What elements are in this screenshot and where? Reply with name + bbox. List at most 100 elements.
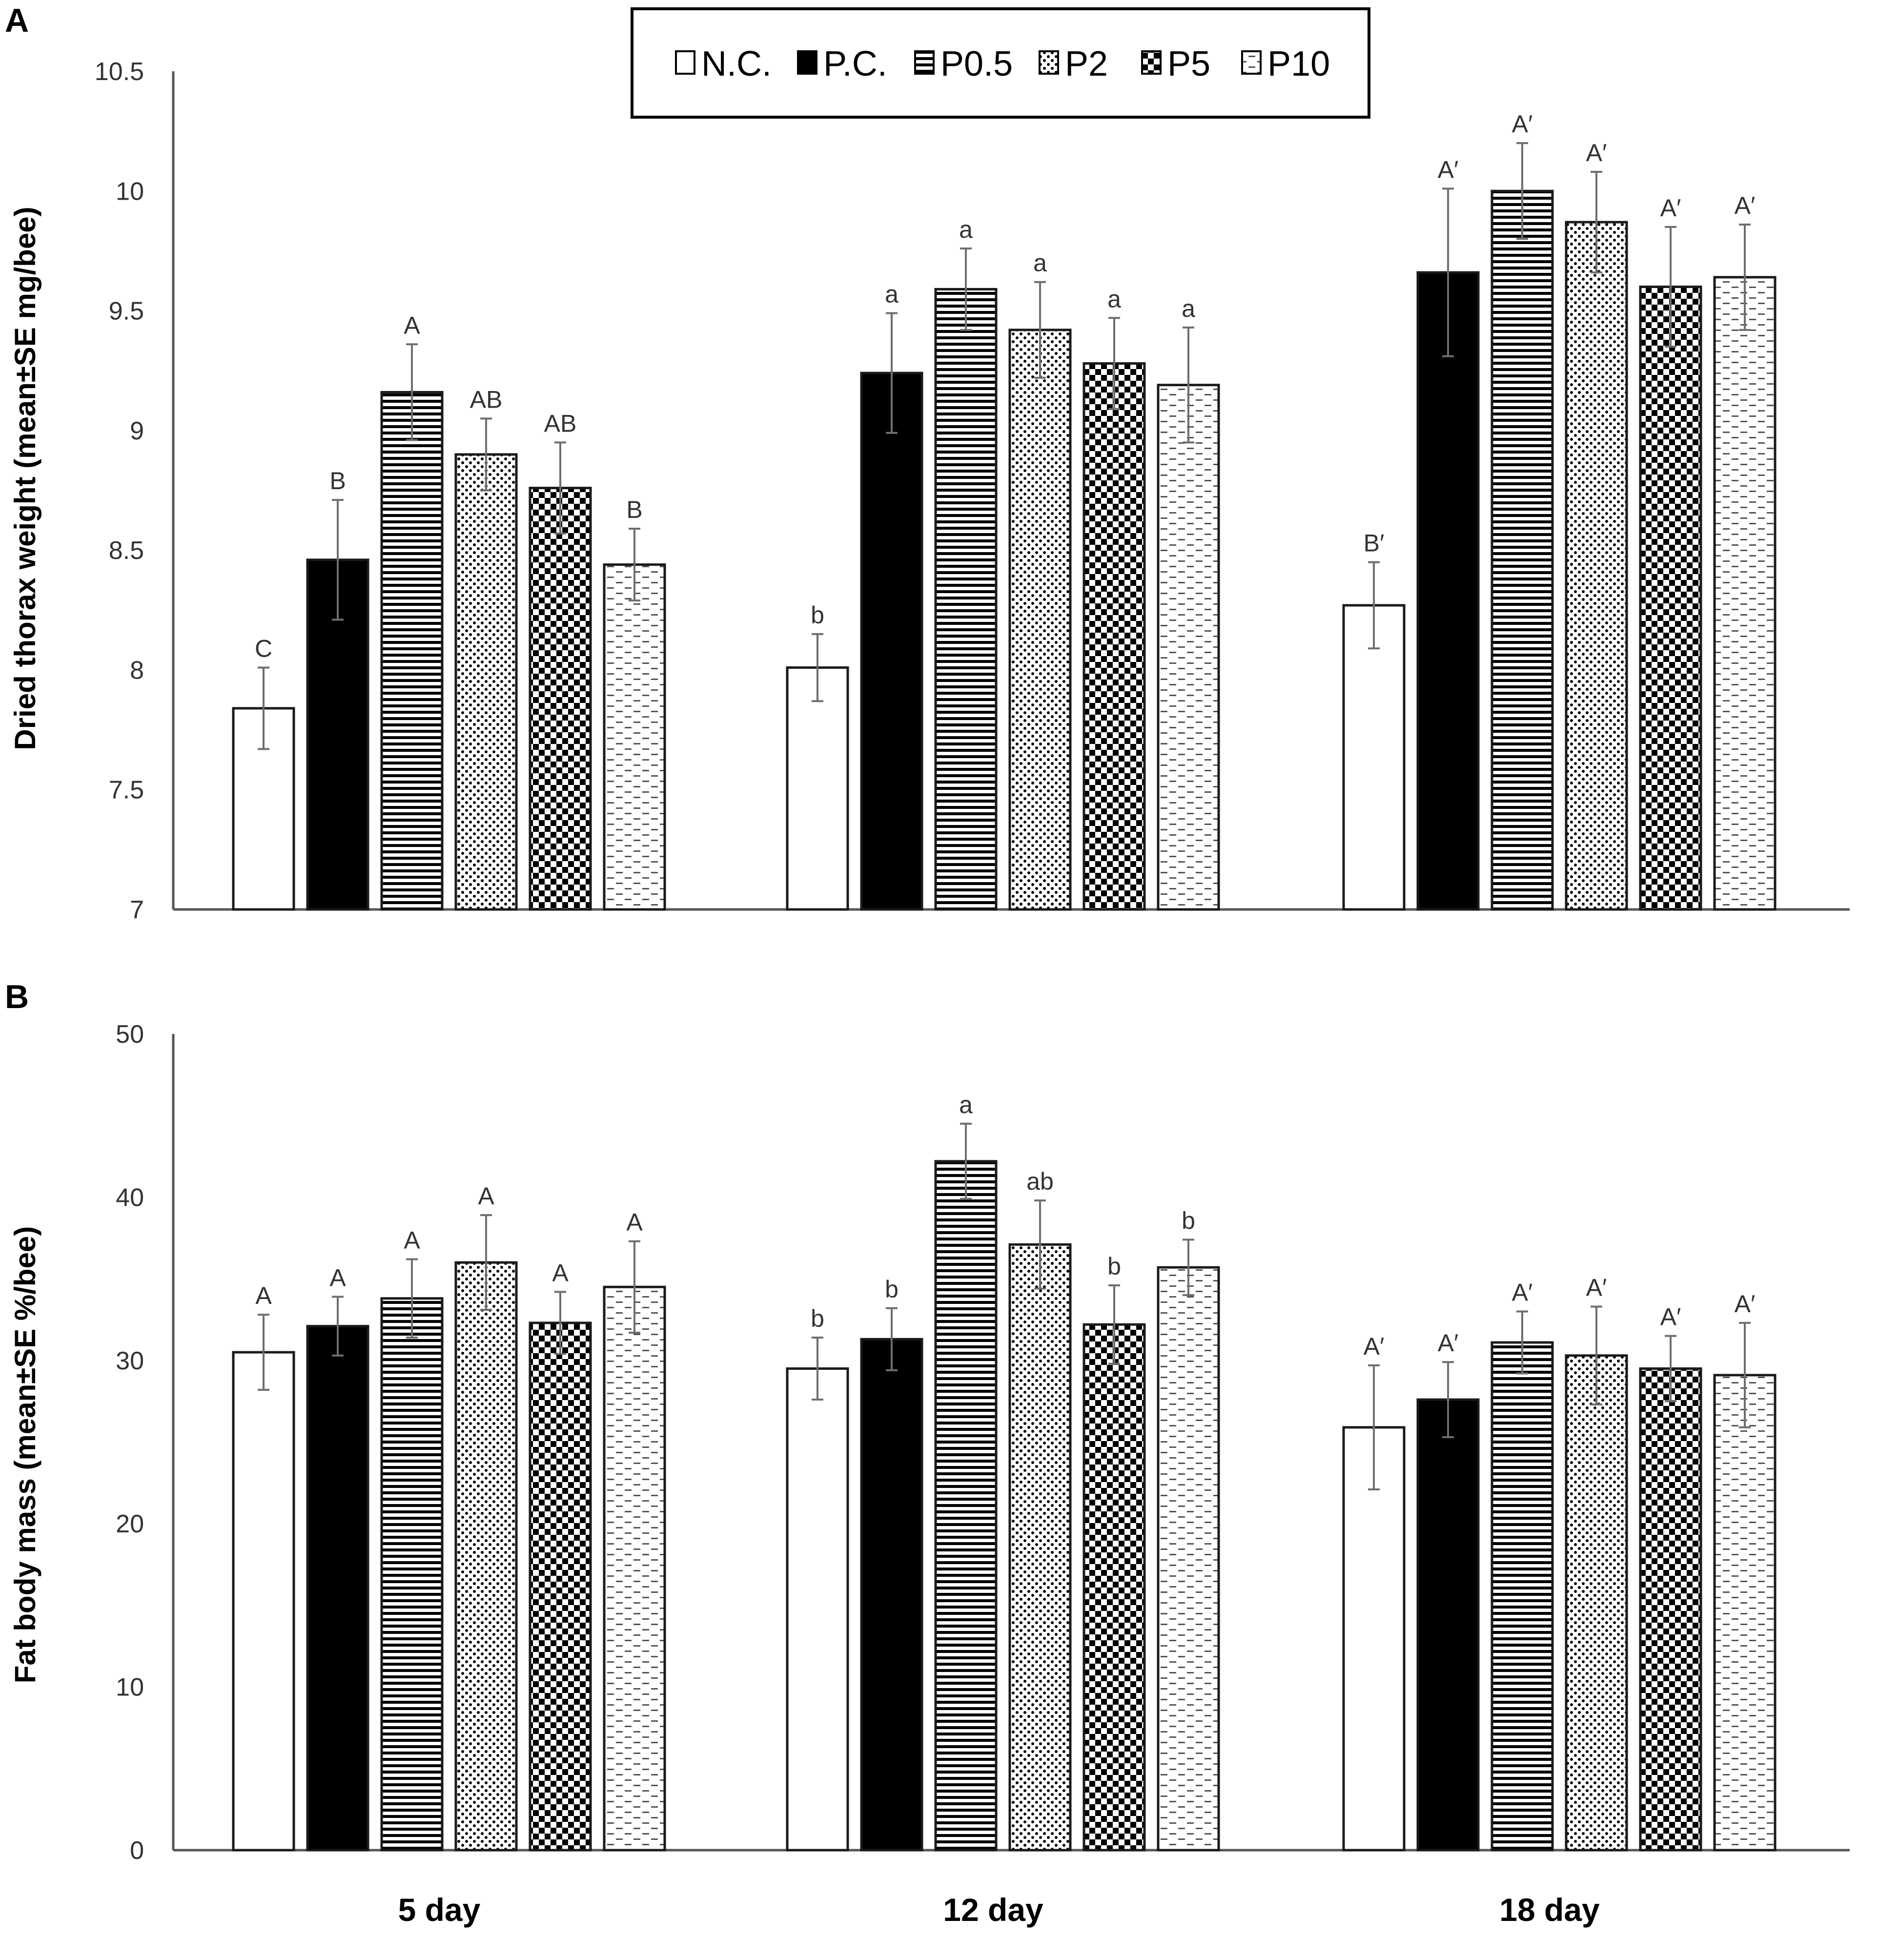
panel-a-y-tick-label: 8 [130, 656, 144, 684]
legend-item-p10: P10 [1241, 44, 1330, 83]
panel-b-bar-p10-18day [1713, 1374, 1777, 1852]
panel-b-bar-p2-5day [454, 1261, 518, 1852]
panel-b-significance-letter: A′ [1586, 1274, 1607, 1301]
panel-a-significance-letter: B [626, 496, 642, 523]
panel-a-significance-letter: A′ [1512, 110, 1533, 138]
panel-b-error-bar [554, 1291, 566, 1355]
panel-a-bar-p05-18day [1491, 189, 1554, 911]
panel-a-error-bar [1591, 171, 1602, 274]
legend-swatch [914, 50, 935, 75]
panel-b-significance-letter: A′ [1660, 1303, 1681, 1331]
legend-label: P.C. [823, 44, 887, 83]
panel-b-significance-letter: b [1182, 1207, 1195, 1234]
panel-a-axes: 7 7.5 8 8.5 9 9.5 10 10.5 [95, 58, 1850, 924]
panel-a: 7 7.5 8 8.5 9 9.5 10 10.5 Cb B′ Ba A′ Aa A′ AB a A′ AB a A… [9, 58, 1850, 924]
panel-b-significance-letter: A′ [1512, 1279, 1533, 1306]
panel-a-error-bar [1739, 223, 1751, 331]
legend-swatch [675, 50, 695, 75]
panel-b-significance-letter: A [478, 1182, 494, 1210]
legend-item-p5: P5 [1141, 44, 1210, 83]
panel-b-y-tick-label: 40 [116, 1183, 144, 1212]
x-category-label: 12 day [943, 1892, 1043, 1928]
panel-a-bars: Cb B′ Ba A′ Aa A′ AB a A′ AB a A′ Ba A′ [232, 110, 1777, 911]
x-category-label: 18 day [1499, 1892, 1600, 1928]
panel-a-significance-letter: A′ [1735, 192, 1756, 219]
panel-b-significance-letter: A′ [1735, 1290, 1756, 1318]
panel-a-error-bar [1183, 326, 1194, 444]
legend-swatch [797, 50, 817, 75]
panel-a-bar-p05-12day [934, 288, 998, 911]
panel-b-error-bar [629, 1240, 640, 1334]
panel-a-bar-p5-18day [1639, 286, 1702, 911]
legend-label: P10 [1267, 44, 1330, 83]
legend-item-nc: N.C. [675, 44, 772, 83]
panel-a-bar-p5-5day [529, 487, 592, 911]
panel-b-bar-pc-18day [1416, 1398, 1480, 1852]
panel-b-significance-letter: A [404, 1226, 420, 1254]
legend-swatch [1039, 50, 1059, 75]
panel-a-y-tick-label: 9.5 [109, 297, 144, 326]
panel-b-error-bar [406, 1258, 418, 1339]
panel-a-y-axis-title: Dried thorax weight (mean±SE mg/bee) [9, 206, 41, 750]
panel-b-error-bar [1591, 1305, 1602, 1406]
panel-a-significance-letter: AB [470, 386, 503, 413]
panel-b-bar-p2-12day [1008, 1243, 1072, 1852]
panel-a-bar-p10-5day [603, 563, 666, 911]
panel-a-significance-letter: a [1033, 249, 1047, 277]
panel-a-error-bar [812, 633, 823, 702]
panel-a-bar-nc-18day [1342, 604, 1406, 911]
panel-b-error-bar [1034, 1199, 1046, 1290]
panel-letter-a: A [5, 2, 29, 39]
legend-label: N.C. [701, 44, 772, 83]
panel-a-error-bar [1368, 561, 1380, 650]
panel-b-error-bar [1739, 1321, 1751, 1428]
panel-b-error-bar [480, 1214, 492, 1311]
panel-a-significance-letter: B′ [1364, 530, 1385, 557]
panel-a-error-bar [406, 343, 418, 441]
panel-a-significance-letter: a [959, 216, 973, 243]
panel-b-significance-letter: A [552, 1259, 569, 1286]
panel-a-error-bar [1034, 281, 1046, 379]
panel-a-bar-p2-5day [454, 453, 518, 911]
panel-b-y-axis-title: Fat body mass (mean±SE %/bee) [9, 1226, 41, 1684]
panel-b-significance-letter: A′ [1364, 1333, 1385, 1360]
legend-swatch [1241, 50, 1262, 75]
panel-a-error-bar [1442, 187, 1454, 357]
panel-a-y-tick-label: 7 [130, 896, 144, 924]
panel-a-significance-letter: A′ [1438, 156, 1459, 183]
panel-b-y-tick-label: 10 [116, 1673, 144, 1702]
panel-a-significance-letter: a [1182, 295, 1195, 322]
panel-b-significance-letter: a [959, 1091, 973, 1118]
panel-a-bar-p05-5day [380, 391, 444, 911]
x-category-label: 5 day [398, 1892, 481, 1928]
panel-a-error-bar [258, 666, 269, 750]
panel-a-error-bar [886, 312, 898, 434]
panel-a-bar-p10-12day [1157, 384, 1220, 911]
panel-b-significance-letter: A′ [1438, 1329, 1459, 1357]
legend-swatch [1141, 50, 1162, 75]
panel-a-bar-p2-12day [1008, 329, 1072, 911]
panel-b-bar-nc-12day [786, 1367, 849, 1852]
panel-a-error-bar [1665, 226, 1676, 348]
panel-b-bar-p10-5day [603, 1285, 666, 1852]
legend-item-p05: P0.5 [914, 44, 1013, 83]
panel-a-bar-pc-18day [1416, 271, 1480, 911]
panel-a-error-bar [960, 248, 972, 331]
panel-a-bar-p2-18day [1565, 221, 1628, 911]
panel-b-bar-pc-12day [860, 1338, 923, 1852]
panel-a-significance-letter: a [885, 280, 899, 308]
panel-a-significance-letter: A′ [1660, 194, 1681, 222]
panel-a-error-bar [332, 499, 344, 621]
panel-a-bar-p5-12day [1082, 362, 1146, 911]
panel-b-y-tick-label: 50 [116, 1020, 144, 1049]
legend-item-p2: P2 [1039, 44, 1108, 83]
panel-a-y-tick-label: 8.5 [109, 536, 144, 565]
panel-a-error-bar [480, 417, 492, 492]
panel-b-y-tick-label: 30 [116, 1347, 144, 1375]
panel-a-significance-letter: A [404, 311, 420, 339]
panel-a-significance-letter: b [811, 601, 824, 629]
panel-a-y-tick-label: 10.5 [95, 58, 144, 86]
legend-item-pc: P.C. [797, 44, 887, 83]
panel-b-significance-letter: A [329, 1264, 346, 1291]
legend: N.C. P.C. P0.5 P2 P5 P10 [631, 7, 1370, 119]
